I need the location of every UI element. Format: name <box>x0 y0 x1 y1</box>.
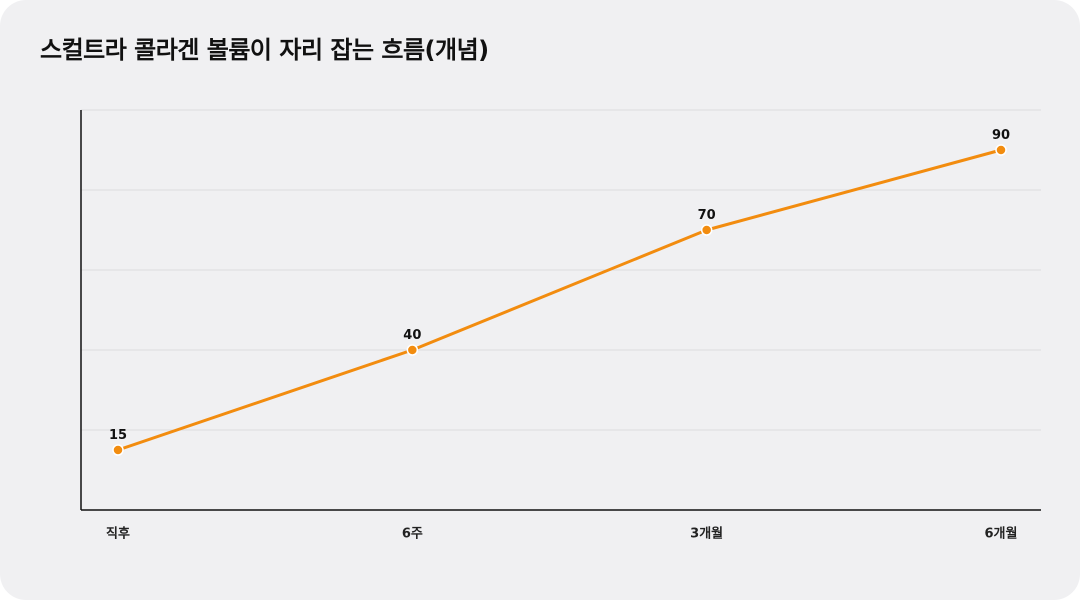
series-line <box>116 148 1003 452</box>
data-label: 40 <box>403 328 421 343</box>
data-label: 70 <box>698 208 716 223</box>
x-tick-label: 3개월 <box>690 526 723 542</box>
grid-lines <box>81 109 1041 431</box>
data-point <box>406 344 419 356</box>
x-tick-label: 6개월 <box>985 526 1018 542</box>
series-line-group <box>116 148 1003 452</box>
axes <box>80 110 1041 511</box>
data-points <box>112 144 1007 456</box>
data-point <box>700 224 713 236</box>
x-tick-label: 6주 <box>402 527 423 542</box>
data-point <box>995 144 1007 156</box>
x-tick-label: 직후 <box>106 526 130 542</box>
data-label: 90 <box>992 128 1010 143</box>
x-tick-labels: 직후 6주 3개월 6개월 <box>106 526 1017 542</box>
data-labels: 15 40 70 90 <box>109 128 1010 443</box>
data-label: 15 <box>109 428 127 443</box>
chart-title: 스컬트라 콜라겐 볼륨이 자리 잡는 흐름(개념) <box>40 36 489 64</box>
data-point <box>112 444 124 456</box>
